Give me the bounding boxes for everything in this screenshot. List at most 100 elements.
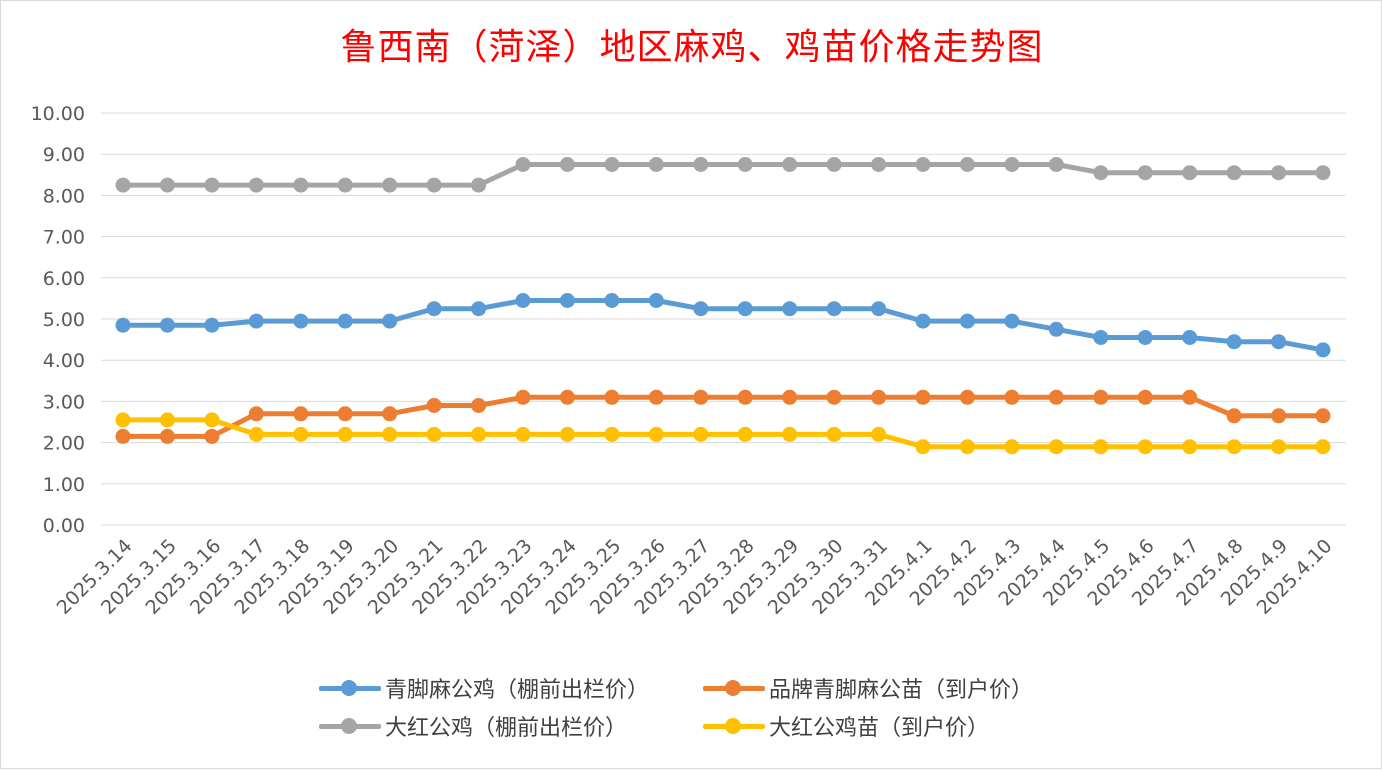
series-3-point xyxy=(382,177,398,193)
series-3-point xyxy=(1048,157,1064,172)
series-4-point xyxy=(559,426,575,442)
series-1-point xyxy=(471,301,487,317)
series-4-point xyxy=(382,426,398,442)
series-3-point xyxy=(826,157,842,172)
series-2-point xyxy=(1315,408,1331,424)
series-2-point xyxy=(426,398,442,413)
series-4-point xyxy=(337,426,353,442)
y-tick-label: 2.00 xyxy=(43,433,85,455)
series-3-point xyxy=(737,157,753,172)
y-tick-label: 0.00 xyxy=(43,515,85,537)
series-2-point xyxy=(293,406,309,422)
series-2-point xyxy=(1182,389,1198,405)
series-3-point xyxy=(204,177,220,193)
series-2-point xyxy=(115,428,131,444)
series-2-point xyxy=(959,389,975,405)
series-2-point xyxy=(1004,389,1020,405)
series-1-point xyxy=(337,313,353,329)
series-1-point xyxy=(1137,330,1153,345)
series-line-3 xyxy=(120,162,1326,188)
series-3-point xyxy=(693,157,709,172)
series-4-point xyxy=(248,426,264,442)
series-1-point xyxy=(115,317,131,333)
y-tick-label: 8.00 xyxy=(43,185,85,207)
legend-item-1: 青脚麻公鸡（棚前出栏价） xyxy=(319,672,703,704)
legend-swatch-2 xyxy=(703,678,765,698)
series-3-point xyxy=(1315,165,1331,181)
legend-item-4: 大红公鸡苗（到户价） xyxy=(703,710,989,742)
series-2-point xyxy=(1048,389,1064,405)
series-3-point xyxy=(159,177,175,193)
legend-item-3: 大红公鸡（棚前出栏价） xyxy=(319,710,703,742)
series-1-point xyxy=(1226,334,1242,350)
series-3-point xyxy=(1271,165,1287,181)
series-3-point xyxy=(1182,165,1198,181)
y-tick-label: 1.00 xyxy=(43,474,85,496)
legend-label-2: 品牌青脚麻公苗（到户价） xyxy=(769,678,1034,703)
series-2-point xyxy=(559,389,575,405)
series-1-point xyxy=(426,301,442,317)
series-4-point xyxy=(826,426,842,442)
series-2-point xyxy=(782,389,798,405)
legend-swatch-1 xyxy=(319,678,381,698)
legend-label-3: 大红公鸡（棚前出栏价） xyxy=(385,716,628,741)
series-2-point xyxy=(1137,389,1153,405)
series-2-point xyxy=(337,406,353,422)
series-3-point xyxy=(515,157,531,172)
series-1-point xyxy=(204,317,220,333)
series-2-point xyxy=(515,389,531,405)
series-1-point xyxy=(737,301,753,317)
series-4-point xyxy=(737,426,753,442)
series-2-point xyxy=(826,389,842,405)
y-tick-label: 7.00 xyxy=(43,227,85,249)
series-2-point xyxy=(382,406,398,422)
y-tick-label: 10.00 xyxy=(31,103,85,125)
series-4-point xyxy=(471,426,487,442)
series-4-point xyxy=(204,412,220,428)
series-2-point xyxy=(248,406,264,422)
series-1-point xyxy=(1182,330,1198,345)
series-3-point xyxy=(337,177,353,193)
series-4-point xyxy=(1093,439,1109,455)
series-4-point xyxy=(693,426,709,442)
series-1-point xyxy=(248,313,264,329)
series-1-point xyxy=(604,293,620,308)
series-1-point xyxy=(826,301,842,317)
y-tick-label: 5.00 xyxy=(43,309,85,331)
series-2-point xyxy=(1093,389,1109,405)
legend: 青脚麻公鸡（棚前出栏价） 品牌青脚麻公苗（到户价） 大红公鸡（棚前出栏价） xyxy=(319,669,1099,745)
series-2-point xyxy=(871,389,887,405)
series-4-point xyxy=(293,426,309,442)
series-2-point xyxy=(1271,408,1287,424)
series-2-point xyxy=(648,389,664,405)
y-tick-label: 9.00 xyxy=(43,144,85,166)
series-3-point xyxy=(248,177,264,193)
series-4-point xyxy=(915,439,931,455)
series-3-point xyxy=(1093,165,1109,181)
series-1-point xyxy=(959,313,975,329)
series-3-point xyxy=(1137,165,1153,181)
series-1-point xyxy=(1315,342,1331,358)
series-2-point xyxy=(604,389,620,405)
y-tick-label: 3.00 xyxy=(43,391,85,413)
series-3-point xyxy=(559,157,575,172)
legend-swatch-3 xyxy=(319,716,381,736)
series-2-point xyxy=(915,389,931,405)
series-3-point xyxy=(115,177,131,193)
chart-title: 鲁西南（菏泽）地区麻鸡、鸡苗价格走势图 xyxy=(340,27,1044,68)
series-1-point xyxy=(871,301,887,317)
legend-label-1: 青脚麻公鸡（棚前出栏价） xyxy=(385,678,650,703)
series-4-point xyxy=(1137,439,1153,455)
series-3-point xyxy=(782,157,798,172)
series-4-point xyxy=(782,426,798,442)
series-1-point xyxy=(1271,334,1287,350)
series-1-point xyxy=(382,313,398,329)
series-3-point xyxy=(1004,157,1020,172)
series-4-point xyxy=(1182,439,1198,455)
series-1-point xyxy=(915,313,931,329)
series-1-point xyxy=(293,313,309,329)
series-4-point xyxy=(871,426,887,442)
legend-item-2: 品牌青脚麻公苗（到户价） xyxy=(703,672,1033,704)
